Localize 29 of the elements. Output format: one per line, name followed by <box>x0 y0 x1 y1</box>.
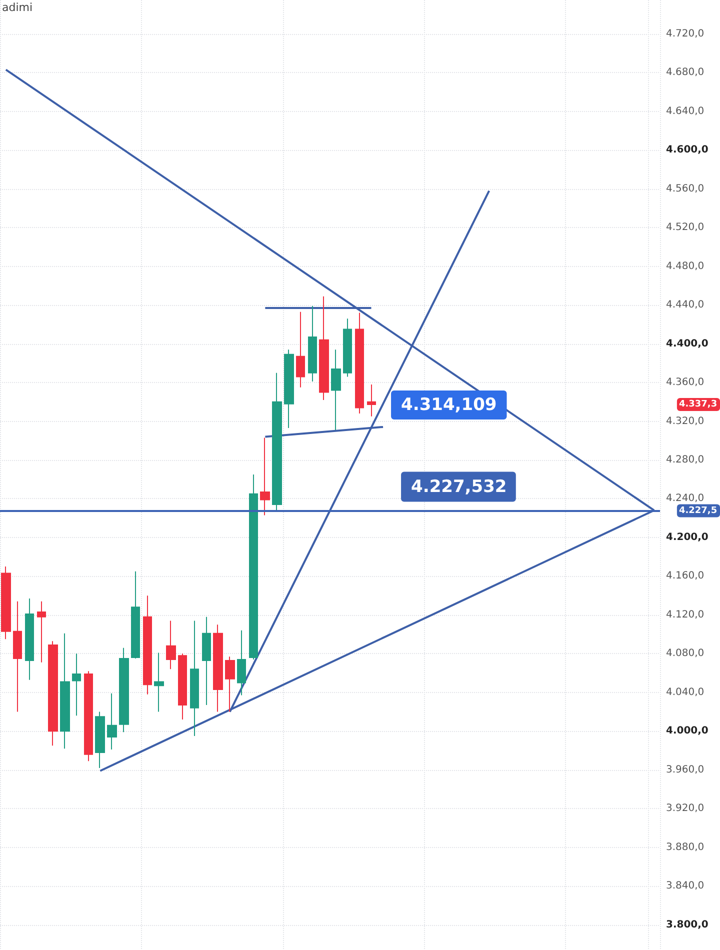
y-tick-label: 4.600,0 <box>666 144 708 156</box>
text: 4.337,3 <box>678 400 718 410</box>
y-tick-label: 4.640,0 <box>666 106 704 117</box>
y-tick-label: 3.800,0 <box>666 919 708 930</box>
y-tick-label: 4.360,0 <box>666 377 704 388</box>
y-tick-label: 3.880,0 <box>666 842 704 853</box>
y-tick-label: 4.000,0 <box>666 726 708 737</box>
y-tick-label: 4.720,0 <box>666 28 704 40</box>
y-tick-label: 4.280,0 <box>666 454 704 466</box>
y-tick-label: 4.240,0 <box>666 493 704 504</box>
y-tick-label: 4.200,0 <box>666 532 708 543</box>
y-tick-label: 4.080,0 <box>666 648 704 660</box>
y-tick-label: 4.040,0 <box>666 686 704 698</box>
y-tick-label: 3.920,0 <box>666 803 704 814</box>
annotation: adimi <box>2 1 33 14</box>
y-tick-label: 3.840,0 <box>666 880 704 892</box>
y-tick-label: 4.120,0 <box>666 609 704 620</box>
y-tick-label: 4.440,0 <box>666 300 704 311</box>
y-tick-label: 4.480,0 <box>666 260 704 272</box>
y-tick-label: 4.320,0 <box>666 416 704 427</box>
y-tick-label: 4.560,0 <box>666 183 704 194</box>
data-label: 4.314,109 <box>401 394 497 415</box>
y-tick-label: 4.400,0 <box>666 338 708 350</box>
y-tick-label: 4.520,0 <box>666 222 704 234</box>
y-tick-label: 3.960,0 <box>666 764 704 776</box>
y-tick-label: 4.680,0 <box>666 67 704 78</box>
ref-line-label: 4.227,532 <box>411 476 507 497</box>
y-tick-label: 4.160,0 <box>666 570 704 582</box>
text: 4.227,5 <box>678 506 718 516</box>
